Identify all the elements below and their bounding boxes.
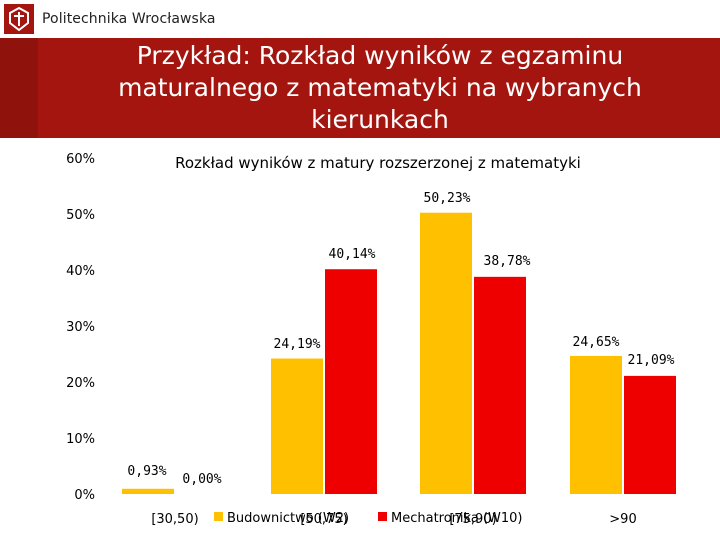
bar (122, 488, 174, 494)
data-label: 24,19% (274, 337, 321, 352)
title-banner (0, 38, 720, 138)
y-tick-label: 30% (66, 320, 95, 335)
chart-title: Rozkład wyników z matury rozszerzonej z … (175, 154, 581, 172)
legend: Budownictwo (W2) Mechatronika (W10) (214, 511, 522, 526)
x-tick-label: [30,50) (151, 512, 198, 527)
x-axis: [30,50) [50,75) [75,90) >90 (151, 512, 636, 527)
bar (570, 355, 622, 494)
data-label: 24,65% (573, 335, 620, 350)
y-tick-label: 10% (66, 432, 95, 447)
bar (474, 276, 526, 494)
data-label: 0,93% (127, 464, 166, 479)
slide-title-line-1: Przykład: Rozkład wyników z egzaminu (136, 41, 624, 70)
bar (624, 375, 676, 494)
university-name: Politechnika Wrocławska (42, 11, 216, 27)
y-tick-label: 50% (66, 208, 95, 223)
y-tick-label: 60% (66, 152, 95, 167)
y-tick-label: 20% (66, 376, 95, 391)
banner-left-strip (0, 38, 38, 138)
x-tick-label: [75,90) (449, 512, 496, 527)
legend-swatch (214, 512, 223, 521)
university-logo-icon (4, 4, 34, 34)
data-label: 0,00% (182, 472, 221, 487)
bar (325, 269, 377, 494)
data-label: 40,14% (329, 247, 376, 262)
bars: 0,93% 0,00% 24,19% 40,14% 50,23% 38,78% 24,65%… (122, 191, 676, 494)
bar (420, 212, 472, 494)
bar (271, 358, 323, 494)
y-axis: 0% 10% 20% 30% 40% 50% 60% (66, 152, 95, 503)
y-tick-label: 0% (74, 488, 95, 503)
slide-title: Przykład: Rozkład wyników z egzaminu mat… (40, 40, 720, 136)
x-tick-label: >90 (609, 512, 636, 527)
data-label: 38,78% (484, 254, 531, 269)
y-tick-label: 40% (66, 264, 95, 279)
legend-label: Budownictwo (W2) (227, 511, 349, 526)
slide-title-line-3: kierunkach (311, 105, 449, 134)
top-bar: Politechnika Wrocławska (0, 0, 720, 38)
slide-title-line-2: maturalnego z matematyki na wybranych (118, 73, 642, 102)
x-tick-label: [50,75) (300, 512, 347, 527)
legend-label: Mechatronika (W10) (391, 511, 522, 526)
data-label: 21,09% (628, 353, 675, 368)
legend-swatch (378, 512, 387, 521)
data-label: 50,23% (424, 191, 471, 206)
